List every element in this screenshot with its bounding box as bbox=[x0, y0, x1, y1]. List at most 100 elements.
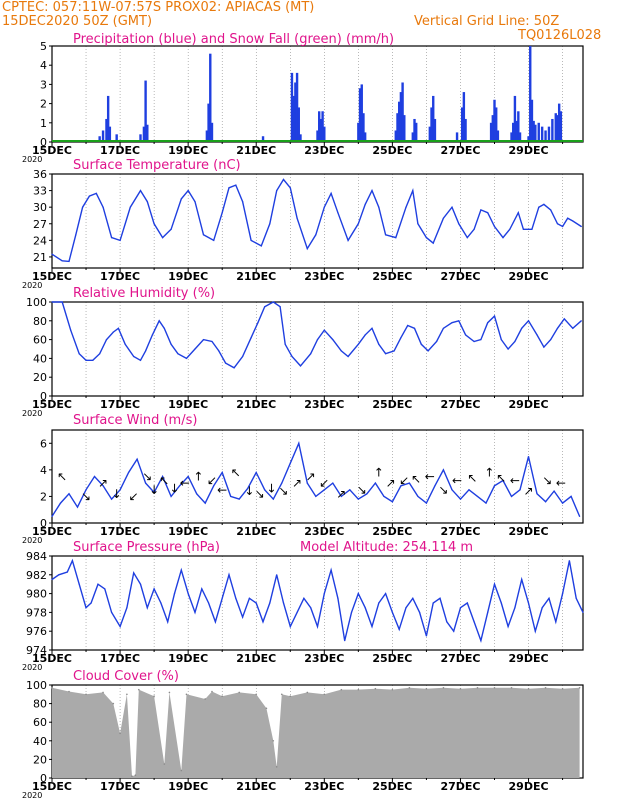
precip-bar bbox=[144, 80, 147, 142]
x-tick-label: 21DEC bbox=[236, 780, 276, 793]
humidity-point bbox=[233, 367, 235, 369]
x-tick-label: 17DEC bbox=[100, 270, 140, 283]
wind-arrow: ↖ bbox=[411, 472, 421, 486]
wind-point bbox=[408, 482, 411, 484]
pressure-point bbox=[466, 602, 468, 604]
temperature-point bbox=[242, 201, 244, 203]
humidity-point bbox=[257, 322, 259, 324]
wind-arrow: ↑ bbox=[193, 470, 203, 484]
cloud-cover-point bbox=[459, 687, 462, 690]
year-label: 2020 bbox=[22, 281, 42, 290]
temperature-point bbox=[550, 209, 552, 211]
x-tick-label: 21DEC bbox=[236, 525, 276, 538]
pressure-point bbox=[391, 611, 393, 614]
precip-bar bbox=[512, 122, 515, 142]
precip-bar bbox=[294, 82, 297, 142]
precip-bar bbox=[105, 118, 108, 142]
wind-point bbox=[527, 455, 530, 458]
humidity-point bbox=[211, 340, 213, 343]
pressure-point bbox=[398, 628, 400, 630]
pressure-point bbox=[235, 597, 237, 599]
panel-annotation: Model Altitude: 254.114 m bbox=[300, 540, 473, 555]
x-tick-label: 29DEC bbox=[509, 144, 549, 157]
precip-bar bbox=[496, 130, 500, 142]
x-tick-label: 17DEC bbox=[100, 652, 140, 665]
cloud-cover-point bbox=[265, 707, 268, 710]
pressure-point bbox=[323, 593, 325, 595]
pressure-point bbox=[425, 635, 428, 637]
temperature-point bbox=[102, 206, 104, 208]
wind-arrow: ↘ bbox=[81, 489, 91, 503]
wind-point bbox=[459, 498, 462, 500]
pressure-point bbox=[350, 611, 353, 614]
pressure-point bbox=[71, 560, 74, 562]
temperature-point bbox=[110, 236, 113, 239]
x-tick-label: 29DEC bbox=[509, 398, 549, 411]
x-tick-label: 19DEC bbox=[168, 270, 208, 283]
cloud-cover-point bbox=[185, 693, 188, 696]
y-tick-label: 0 bbox=[40, 390, 47, 403]
temperature-point bbox=[337, 212, 339, 214]
y-tick-label: 40 bbox=[33, 352, 47, 365]
humidity-point bbox=[427, 350, 429, 352]
wind-point bbox=[102, 485, 104, 487]
temperature-point bbox=[364, 203, 366, 206]
wind-arrow: ← bbox=[510, 473, 520, 487]
pressure-point bbox=[214, 621, 216, 623]
x-tick-label: 15DEC bbox=[32, 144, 72, 157]
pressure-point bbox=[507, 625, 509, 628]
humidity-point bbox=[310, 353, 312, 355]
humidity-point bbox=[170, 343, 172, 345]
precip-bar bbox=[559, 111, 563, 142]
y-tick-label: 40 bbox=[33, 735, 47, 748]
temperature-point bbox=[405, 206, 407, 208]
wind-point bbox=[553, 490, 555, 492]
wind-point bbox=[434, 485, 436, 487]
wind-point bbox=[442, 469, 445, 471]
cloud-cover-point bbox=[442, 686, 445, 689]
header-grid-note: Vertical Grid Line: 50Z bbox=[414, 14, 560, 29]
wind-arrow: ↗ bbox=[336, 487, 346, 501]
y-tick-label: 60 bbox=[33, 334, 47, 347]
wind-arrow: ↘ bbox=[278, 484, 288, 498]
cloud-cover-point bbox=[85, 693, 87, 696]
wind-arrow: ↓ bbox=[267, 481, 277, 495]
y-tick-label: 60 bbox=[33, 716, 47, 729]
pressure-point bbox=[548, 597, 550, 599]
wind-point bbox=[323, 489, 325, 491]
header-datetime: 15DEC2020 50Z (GMT) bbox=[2, 14, 153, 29]
precip-bar bbox=[557, 103, 561, 142]
cloud-cover-point bbox=[425, 687, 428, 690]
pressure-point bbox=[289, 625, 291, 628]
precip-bar bbox=[363, 132, 367, 142]
y-tick-label: 1 bbox=[40, 117, 47, 130]
pressure-point bbox=[575, 597, 577, 599]
temperature-point bbox=[330, 192, 332, 194]
wind-point bbox=[289, 462, 291, 464]
pressure-point bbox=[110, 611, 113, 614]
wind-arrow: ↙ bbox=[319, 476, 329, 490]
pressure-point bbox=[480, 640, 482, 642]
temperature-point bbox=[235, 184, 237, 186]
precip-bar bbox=[551, 118, 554, 142]
temperature-point bbox=[567, 217, 569, 219]
y-tick-label: 984 bbox=[26, 550, 47, 563]
temperature-point bbox=[502, 236, 504, 239]
wind-point bbox=[468, 489, 470, 491]
cloud-cover-point bbox=[289, 695, 292, 697]
pressure-point bbox=[207, 602, 210, 604]
pressure-point bbox=[167, 621, 169, 623]
precip-bar bbox=[108, 126, 112, 142]
precip-bar bbox=[209, 53, 212, 142]
temperature-point bbox=[323, 206, 325, 208]
precip-bar bbox=[297, 107, 300, 142]
precip-bar bbox=[261, 136, 265, 142]
wind-point bbox=[281, 482, 283, 484]
humidity-point bbox=[473, 340, 475, 343]
wind-arrow: ↘ bbox=[357, 483, 367, 497]
pressure-point bbox=[269, 602, 271, 604]
cloud-cover-point bbox=[211, 690, 213, 693]
temperature-point bbox=[473, 228, 475, 230]
y-tick-label: 0 bbox=[40, 772, 47, 785]
precip-bar bbox=[518, 132, 522, 142]
